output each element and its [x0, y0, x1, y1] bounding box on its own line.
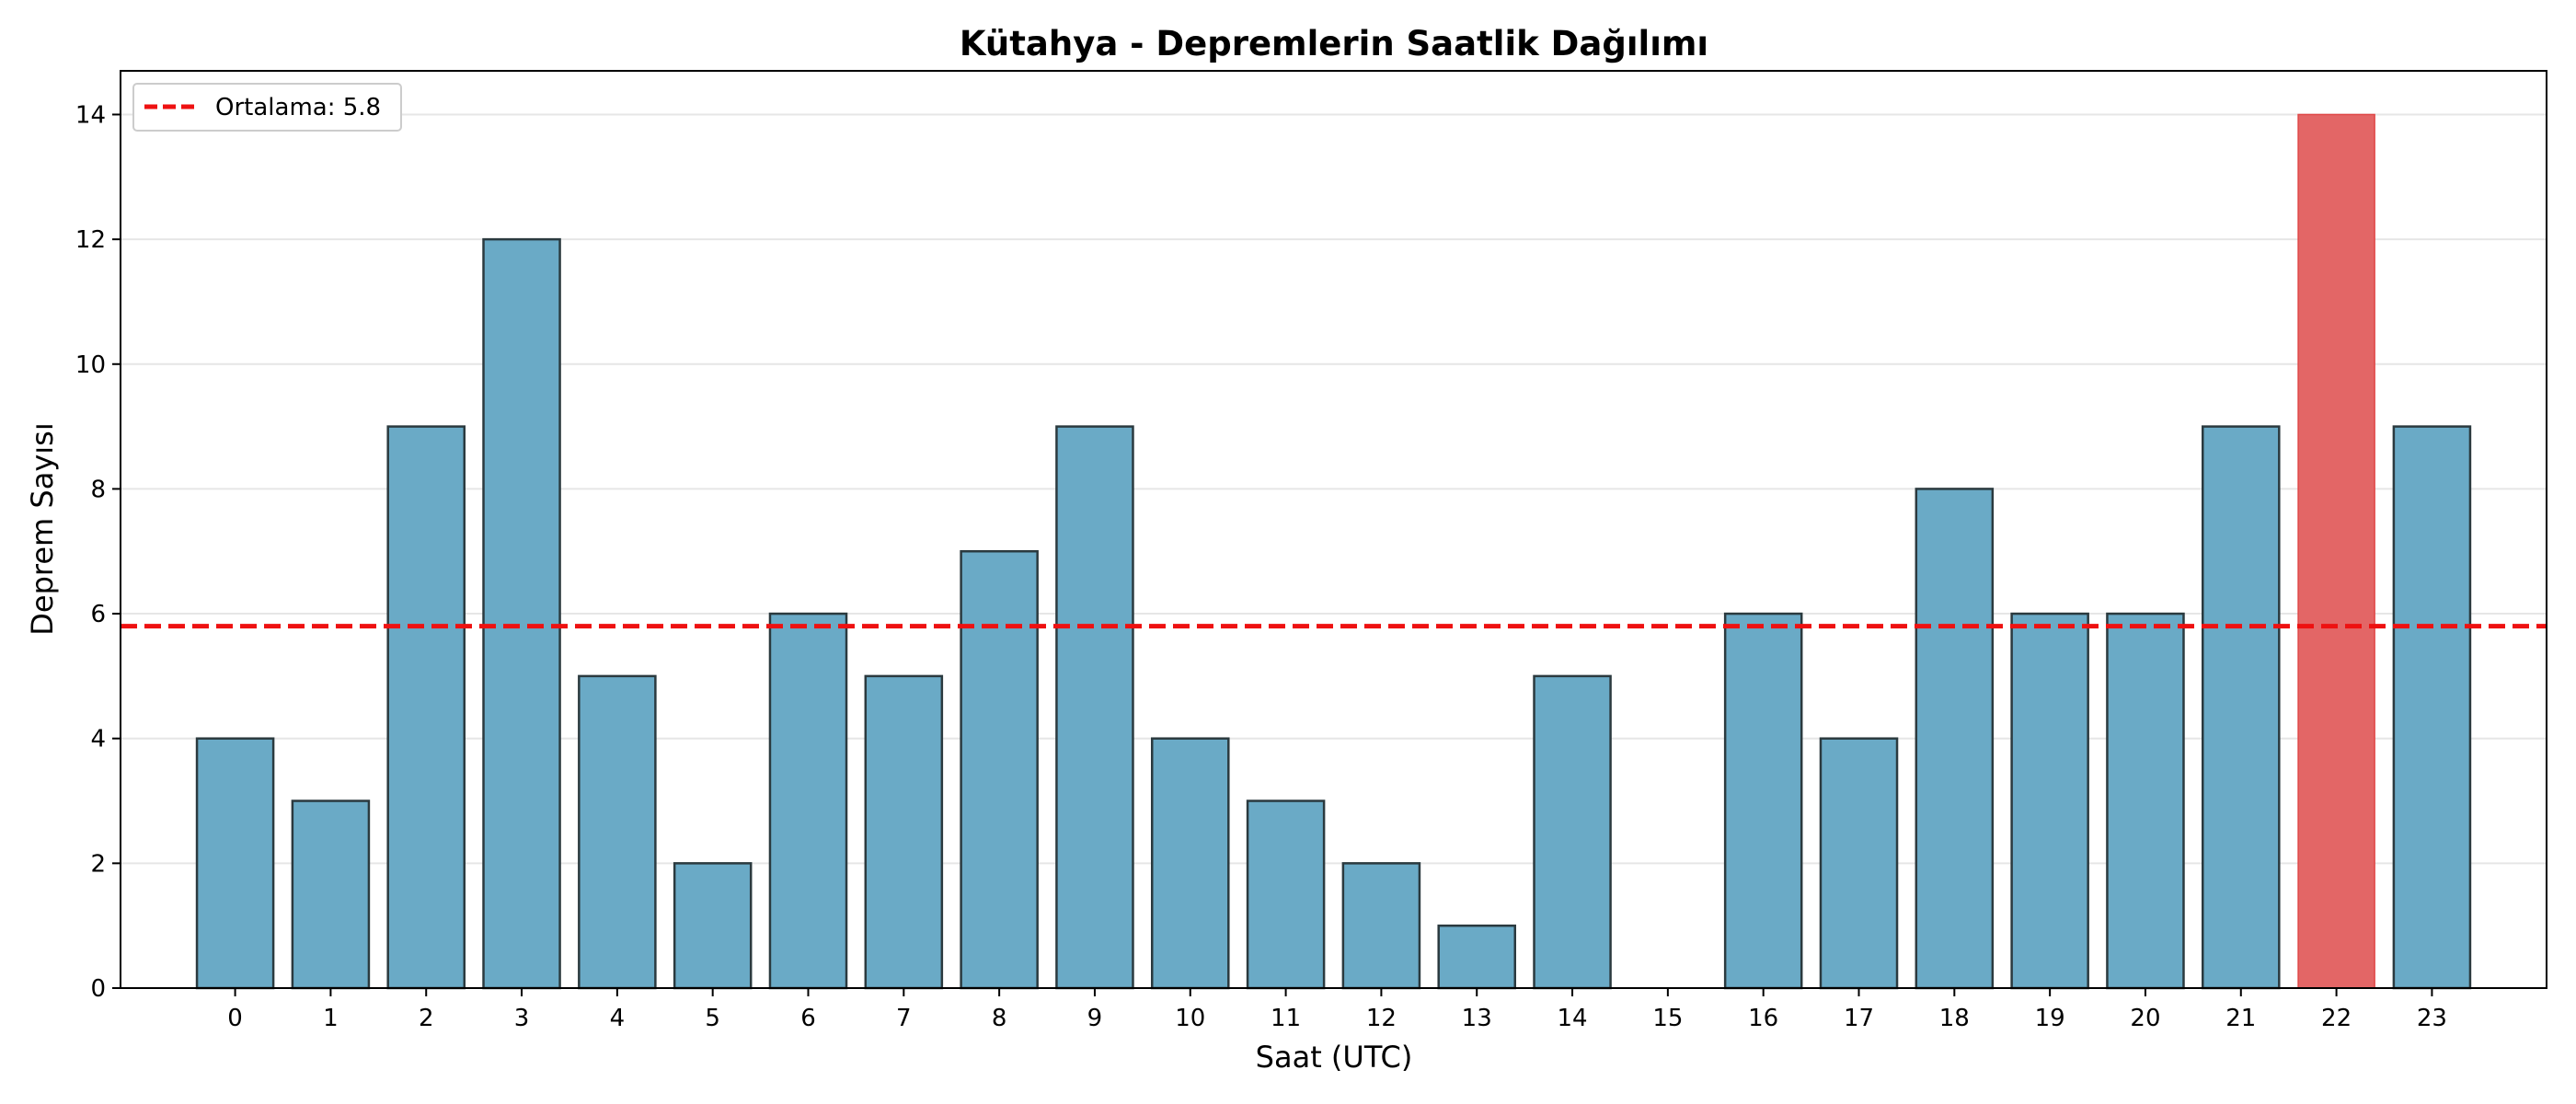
x-tick-label: 2 [419, 1005, 434, 1032]
y-axis-label: Deprem Sayısı [25, 422, 60, 635]
x-tick-label: 10 [1175, 1005, 1205, 1032]
y-tick-label: 2 [90, 850, 106, 878]
bar-17 [1819, 737, 1899, 990]
x-tick-label: 9 [1087, 1005, 1103, 1032]
x-tick-label: 4 [610, 1005, 626, 1032]
y-tick-label: 14 [75, 101, 106, 129]
legend: Ortalama: 5.8 [132, 83, 402, 132]
bar-3 [482, 237, 561, 990]
x-tick-label: 13 [1462, 1005, 1492, 1032]
y-tick-label: 0 [90, 975, 106, 1003]
x-tick-label: 14 [1558, 1005, 1588, 1032]
x-tick-label: 19 [2035, 1005, 2065, 1032]
bar-18 [1915, 488, 1995, 990]
bar-12 [1341, 862, 1421, 990]
bar-8 [960, 549, 1039, 990]
bar-6 [768, 612, 848, 990]
bar-2 [386, 425, 466, 990]
x-axis-label: Saat (UTC) [1256, 1040, 1413, 1075]
bar-14 [1533, 674, 1612, 990]
y-tick-label: 8 [90, 476, 106, 503]
y-tick-label: 4 [90, 726, 106, 753]
bar-5 [673, 862, 753, 990]
x-tick-label: 22 [2321, 1005, 2352, 1032]
x-tick-label: 23 [2417, 1005, 2447, 1032]
bars [195, 113, 2472, 990]
x-tick-label: 21 [2225, 1005, 2256, 1032]
bar-16 [1723, 612, 1803, 990]
bar-23 [2392, 425, 2472, 990]
bar-9 [1055, 425, 1134, 990]
y-axis-ticks: 0 2 4 6 8 10 12 14 [75, 101, 121, 1003]
x-tick-label: 3 [514, 1005, 530, 1032]
x-tick-label: 8 [992, 1005, 1007, 1032]
bar-21 [2202, 425, 2281, 990]
x-tick-label: 7 [896, 1005, 912, 1032]
bar-13 [1437, 924, 1517, 990]
bar-11 [1246, 799, 1326, 990]
legend-mean-label: Ortalama: 5.8 [215, 94, 381, 121]
bar-0 [195, 737, 275, 990]
x-axis-ticks: 0 1 2 3 4 5 6 7 8 9 10 11 12 13 14 15 16 17 18 19 20 21 22 23 [227, 988, 2447, 1032]
x-tick-label: 5 [705, 1005, 720, 1032]
x-tick-label: 15 [1652, 1005, 1683, 1032]
legend-box [132, 83, 402, 132]
bar-10 [1150, 737, 1230, 990]
x-tick-label: 6 [800, 1005, 816, 1032]
y-tick-label: 12 [75, 226, 106, 254]
x-tick-label: 1 [323, 1005, 339, 1032]
bar-19 [2010, 612, 2089, 990]
bar-4 [578, 674, 657, 990]
x-tick-label: 12 [1366, 1005, 1397, 1032]
plot-frame [120, 70, 2547, 989]
x-tick-label: 18 [1939, 1005, 1970, 1032]
chart-title: Kütahya - Depremlerin Saatlik Dağılımı [960, 24, 1708, 63]
x-tick-label: 20 [2130, 1005, 2160, 1032]
bar-20 [2106, 612, 2185, 990]
x-tick-label: 16 [1748, 1005, 1778, 1032]
bar-7 [864, 674, 944, 990]
bar-1 [291, 799, 371, 990]
y-tick-label: 10 [75, 351, 106, 379]
y-tick-label: 6 [90, 601, 106, 628]
bar-22 [2297, 113, 2375, 989]
x-tick-label: 17 [1844, 1005, 1874, 1032]
x-tick-label: 11 [1271, 1005, 1301, 1032]
x-tick-label: 0 [227, 1005, 243, 1032]
